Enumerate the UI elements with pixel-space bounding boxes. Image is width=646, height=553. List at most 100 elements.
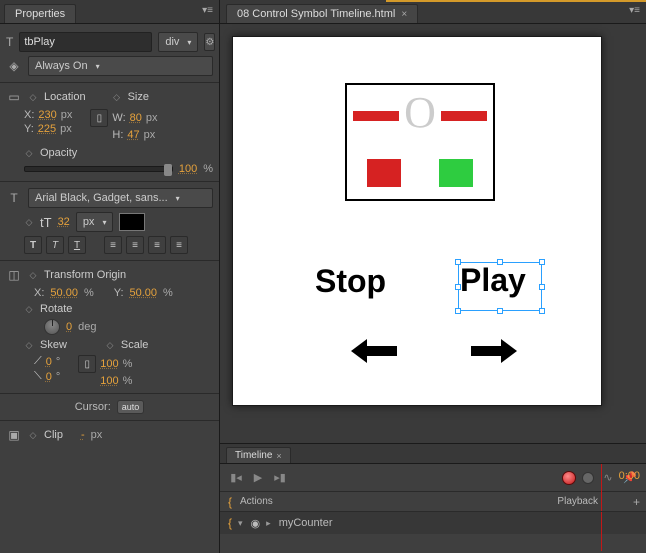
keyframe-diamond[interactable]: ◇ — [112, 92, 122, 103]
counter-symbol[interactable]: O — [345, 83, 495, 201]
size-label: Size — [128, 91, 149, 103]
skew-y-icon: ⟍ — [34, 370, 42, 383]
align-left-button[interactable]: ≡ — [104, 236, 122, 254]
visibility-icon[interactable]: ◉ — [251, 517, 261, 530]
h-value[interactable]: 47 — [127, 129, 139, 141]
unsaved-indicator — [386, 0, 646, 2]
clip-a-value[interactable]: - — [81, 429, 85, 441]
auto-transition-button[interactable] — [582, 472, 594, 484]
stop-text-element[interactable]: Stop — [315, 265, 386, 297]
align-right-button[interactable]: ≡ — [148, 236, 166, 254]
rewind-button[interactable]: ▮◂ — [228, 470, 244, 486]
keyframe-diamond[interactable]: ◇ — [24, 148, 34, 159]
link-wh-icon[interactable]: ▯ — [90, 109, 108, 127]
selection-handle[interactable] — [497, 308, 503, 314]
row-brace-icon[interactable]: { — [228, 516, 232, 530]
w-unit: px — [146, 112, 158, 124]
scale-x-value[interactable]: 100 — [100, 358, 118, 370]
forward-end-button[interactable]: ▸▮ — [272, 470, 288, 486]
location-label: Location — [44, 91, 86, 103]
keyframe-diamond[interactable]: ◇ — [24, 340, 34, 351]
font-size-unit-select[interactable]: px — [76, 212, 114, 232]
timeline-row[interactable]: { ▾ ◉ ▸ myCounter — [220, 512, 646, 534]
add-track-button[interactable]: + — [633, 495, 640, 509]
scale-y-unit: % — [123, 375, 133, 387]
origin-y-unit: % — [163, 287, 173, 299]
clip-icon: ▣ — [6, 427, 22, 443]
arrow-left-element[interactable] — [351, 337, 397, 371]
y-value[interactable]: 225 — [38, 123, 56, 135]
properties-tab[interactable]: Properties — [4, 4, 76, 23]
clip-label: Clip — [44, 429, 63, 441]
opacity-value[interactable]: 100 — [179, 163, 197, 175]
selection-handle[interactable] — [455, 259, 461, 265]
origin-x-value[interactable]: 50.00 — [50, 287, 78, 299]
link-scale-icon[interactable]: ▯ — [78, 355, 96, 373]
bold-button[interactable]: T — [24, 236, 42, 254]
counter-letter: O — [347, 91, 493, 135]
rotate-value[interactable]: 0 — [66, 321, 72, 333]
w-label: W: — [112, 112, 125, 124]
keyframe-diamond[interactable]: ◇ — [28, 270, 38, 281]
align-justify-button[interactable]: ≡ — [170, 236, 188, 254]
timeline-tab[interactable]: Timeline × — [226, 447, 291, 463]
stage[interactable]: O Stop Play — [232, 36, 602, 406]
font-family-select[interactable]: Arial Black, Gadget, sans... — [28, 188, 213, 208]
properties-panel: Properties ▾≡ T div ⚙ ◈ Always On ▭ ◇ Lo… — [0, 0, 220, 553]
panel-menu-icon[interactable]: ▾≡ — [202, 5, 213, 16]
font-size-value[interactable]: 32 — [58, 216, 70, 228]
origin-y-value[interactable]: 50.00 — [130, 287, 158, 299]
timeline-header: { Actions Playback + — [220, 492, 646, 512]
opacity-slider-thumb[interactable] — [164, 164, 172, 176]
cursor-label: Cursor: — [75, 401, 111, 413]
opacity-slider[interactable] — [24, 166, 173, 172]
y-label: Y: — [24, 123, 34, 135]
easing-button[interactable]: ∿ — [600, 470, 616, 486]
actions-brace-icon[interactable]: { — [228, 495, 232, 509]
scale-y-value[interactable]: 100 — [100, 375, 118, 387]
display-mode-select[interactable]: Always On — [28, 56, 213, 76]
cursor-value-select[interactable]: auto — [117, 400, 145, 414]
x-value[interactable]: 230 — [38, 109, 56, 121]
rotate-label: Rotate — [40, 303, 72, 315]
keyframe-diamond[interactable]: ◇ — [28, 92, 38, 103]
twirl-icon[interactable]: ▾ — [238, 518, 243, 529]
rotate-knob[interactable] — [44, 319, 60, 335]
timeline-controls: ▮◂ ▶ ▸▮ ∿ 📌 0:00 — [220, 464, 646, 492]
selection-handle[interactable] — [539, 308, 545, 314]
w-value[interactable]: 80 — [130, 112, 142, 124]
close-icon[interactable]: × — [276, 451, 281, 461]
element-name-input[interactable] — [19, 32, 152, 52]
symbol-red-square — [367, 159, 401, 187]
origin-y-label: Y: — [114, 287, 124, 299]
skew-x-value[interactable]: 0 — [46, 356, 52, 368]
keyframe-diamond[interactable]: ◇ — [28, 430, 38, 441]
italic-button[interactable]: T — [46, 236, 64, 254]
text-color-swatch[interactable] — [119, 213, 145, 231]
element-tag-select[interactable]: div — [158, 32, 198, 52]
twirl-icon[interactable]: ▸ — [266, 518, 271, 529]
close-icon[interactable]: × — [401, 9, 407, 20]
keyframe-diamond[interactable]: ◇ — [24, 304, 34, 315]
timeline-time[interactable]: 0:00 — [619, 470, 640, 482]
play-button[interactable]: ▶ — [250, 470, 266, 486]
arrow-right-element[interactable] — [471, 337, 517, 371]
auto-keyframe-button[interactable] — [562, 471, 576, 485]
bounds-icon: ▭ — [6, 89, 22, 105]
skew-y-value[interactable]: 0 — [46, 371, 52, 383]
keyframe-diamond[interactable]: ◇ — [105, 340, 115, 351]
align-center-button[interactable]: ≡ — [126, 236, 144, 254]
h-label: H: — [112, 129, 123, 141]
element-options-icon[interactable]: ⚙ — [204, 33, 215, 51]
selection-handle[interactable] — [539, 284, 545, 290]
document-area: 08 Control Symbol Timeline.html × ▾≡ O S… — [220, 0, 646, 553]
selection-handle[interactable] — [497, 259, 503, 265]
keyframe-diamond[interactable]: ◇ — [24, 217, 34, 228]
selection-handle[interactable] — [455, 308, 461, 314]
selection-handle[interactable] — [539, 259, 545, 265]
underline-button[interactable]: T — [68, 236, 86, 254]
text-element-icon: T — [6, 34, 13, 50]
selection-handle[interactable] — [455, 284, 461, 290]
doc-menu-icon[interactable]: ▾≡ — [629, 5, 640, 16]
document-tab[interactable]: 08 Control Symbol Timeline.html × — [226, 4, 418, 23]
